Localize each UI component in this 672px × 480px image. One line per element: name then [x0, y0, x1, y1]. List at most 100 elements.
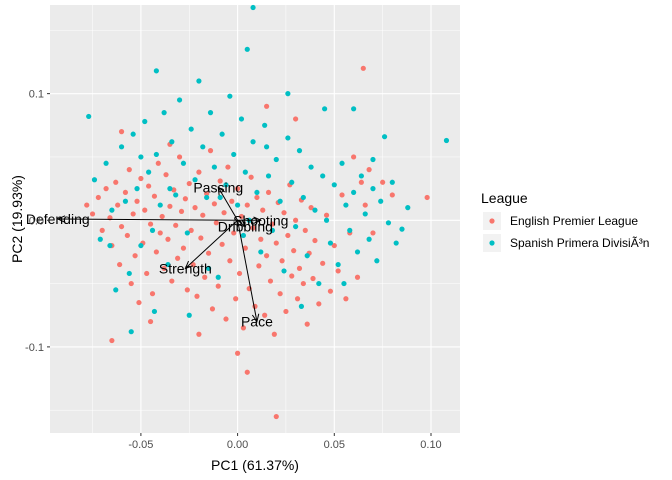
data-point: [200, 212, 206, 218]
data-point: [97, 236, 103, 242]
legend-label: English Premier League: [510, 214, 638, 228]
data-point: [204, 194, 210, 201]
data-point: [322, 106, 328, 112]
data-point: [167, 203, 173, 209]
vector-label: Strength: [159, 260, 212, 276]
data-point: [296, 265, 303, 271]
data-point: [207, 148, 214, 154]
y-axis-ticks: -0.1 0.0 0.1: [25, 89, 50, 354]
data-point: [99, 227, 105, 233]
legend-swatch: [489, 240, 495, 246]
data-point: [186, 312, 192, 318]
data-point: [118, 129, 125, 135]
data-point: [285, 91, 291, 97]
data-point: [180, 245, 187, 251]
data-point: [358, 173, 364, 179]
data-point: [281, 210, 287, 216]
data-point: [91, 177, 98, 183]
data-point: [277, 198, 283, 204]
data-point: [147, 318, 154, 325]
data-point: [184, 230, 190, 236]
data-point: [84, 202, 90, 208]
data-point: [117, 261, 123, 268]
data-point: [380, 179, 386, 185]
data-point: [381, 134, 388, 140]
vector-arrowhead: [237, 219, 247, 228]
data-point: [362, 211, 368, 217]
data-point: [281, 268, 287, 274]
data-point: [351, 189, 357, 196]
loading-vector: Dribbling: [218, 219, 273, 235]
data-point: [258, 236, 264, 242]
data-point: [283, 308, 289, 315]
data-point: [269, 227, 276, 233]
data-point: [269, 221, 276, 227]
data-point: [176, 154, 183, 160]
data-point: [89, 211, 96, 217]
data-point: [225, 164, 231, 170]
data-point: [161, 110, 167, 116]
data-point: [310, 275, 316, 282]
data-point: [323, 217, 330, 223]
data-point: [132, 253, 138, 259]
data-point: [254, 194, 260, 201]
x-axis-ticks: -0.05 0.00 0.05 0.10: [128, 433, 442, 451]
y-tick-label: 0.1: [29, 89, 44, 101]
data-point: [300, 280, 306, 287]
data-point: [293, 223, 299, 230]
loading-vector: Strength: [159, 219, 238, 276]
data-point: [347, 227, 353, 233]
data-point: [209, 306, 216, 312]
vector-arrowhead: [184, 260, 194, 270]
data-point: [343, 296, 349, 302]
data-point: [351, 106, 357, 112]
data-point: [234, 350, 241, 356]
data-point: [217, 194, 223, 201]
data-point: [205, 265, 212, 271]
data-point: [153, 151, 159, 158]
data-point: [260, 207, 266, 213]
data-point: [122, 189, 129, 196]
data-point: [289, 273, 295, 279]
data-point: [182, 196, 188, 202]
data-point: [258, 249, 264, 255]
data-point: [149, 291, 156, 297]
data-point: [300, 194, 306, 201]
data-point: [217, 178, 223, 184]
y-tick-label: 0.0: [29, 215, 44, 227]
data-point: [157, 230, 163, 236]
data-point: [169, 139, 175, 145]
vector-arrowhead: [217, 186, 226, 196]
data-point: [227, 93, 233, 99]
data-point: [215, 283, 221, 289]
data-point: [279, 258, 285, 264]
data-point: [242, 169, 248, 175]
data-point: [103, 186, 109, 192]
data-point: [159, 213, 165, 220]
data-point: [103, 160, 109, 166]
data-point: [405, 205, 411, 211]
data-point: [331, 242, 337, 249]
data-point: [323, 212, 330, 218]
data-point: [234, 202, 241, 208]
data-point: [244, 46, 250, 52]
data-point: [320, 260, 326, 266]
data-point: [178, 208, 185, 215]
data-point: [211, 164, 217, 170]
y-tick-label: -0.1: [25, 342, 44, 354]
data-point: [320, 173, 326, 179]
data-point: [267, 278, 274, 284]
data-point: [264, 103, 270, 109]
data-point: [285, 232, 291, 239]
data-point: [238, 213, 245, 220]
data-point: [335, 261, 341, 268]
grid-lines: [50, 5, 460, 433]
data-point: [264, 144, 270, 150]
data-point: [231, 151, 237, 158]
data-point: [126, 167, 132, 173]
loading-vector: Defending: [26, 211, 238, 227]
data-point: [147, 221, 154, 227]
data-point: [149, 227, 156, 233]
data-point: [219, 241, 225, 247]
data-point: [188, 126, 194, 132]
